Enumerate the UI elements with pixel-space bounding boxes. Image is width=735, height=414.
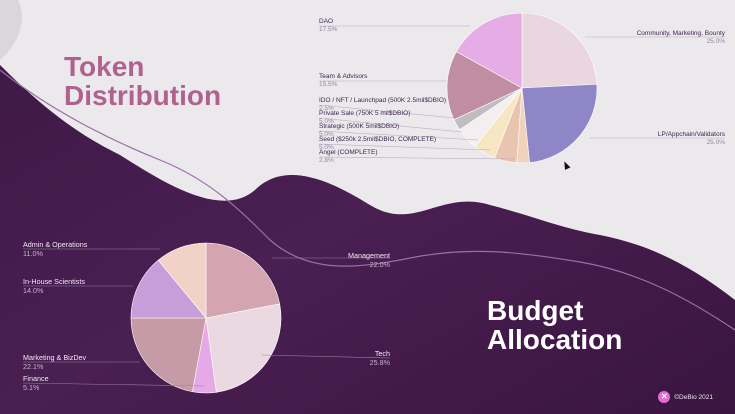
label-leader-lines [22,25,725,387]
leader-line [318,130,479,141]
slice-percent: 17.5% [319,26,338,33]
leader-line [318,156,516,160]
wave-line [0,69,735,331]
leader-line [318,143,491,151]
title-line: Budget [487,295,584,326]
footer-copyright: ©DeBio 2021 [674,393,713,401]
label-team-advisors: Team & Advisors 15.5% [319,73,367,89]
slice-name: Finance [23,374,49,383]
slice-percent: 25.8% [369,358,390,367]
slice-name: Marketing & BizDev [23,353,87,362]
slice-name: Strategic (500K 5mil$DBIO) [319,123,400,130]
slice-percent: 5.0% [319,118,334,125]
label-strategic: Strategic (500K 5mil$DBIO) 5.0% [319,123,399,139]
leader-line [22,382,205,387]
leader-line [261,354,391,359]
slice-name: Angel (COMPLETE) [319,149,378,156]
label-in-house-scientists: In-House Scientists 14.0% [23,277,85,295]
footer-branding: ✕ ©DeBio 2021 [658,391,713,403]
label-management: Management 22.0% [348,251,390,269]
token-distribution-title: Token Distribution [64,52,221,110]
budget-allocation-pie [130,242,282,394]
slice-name: Admin & Operations [23,240,88,249]
title-line: Allocation [487,324,623,355]
pie-slice-team-advisors [446,51,523,121]
slice-percent: 5.0% [319,131,334,138]
pie-slice-in-house-scientists [130,259,207,319]
leader-line [318,104,456,119]
label-lp-appchain: LP/Appchain/Validators 25.0% [658,131,725,147]
slice-percent: 2.5% [319,105,334,112]
slice-name: LP/Appchain/Validators [657,131,725,138]
pie-slice-admin-operations [157,242,207,319]
budget-allocation-title: Budget Allocation [487,296,622,354]
slice-percent: 14.0% [23,286,44,295]
label-ido: IDO / NFT / Launchpad (500K 2.5mil$DBIO)… [319,97,446,113]
slice-percent: 15.5% [319,81,338,88]
leader-line [318,117,463,133]
pie-slice-management [205,242,281,319]
slice-percent: 5.1% [23,383,40,392]
title-line: Token [64,51,145,82]
label-marketing-bizdev: Marketing & BizDev 22.1% [23,353,86,371]
slice-name: Seed ($250k 2.5mil$DBIO, COMPLETE) [319,136,437,143]
label-tech: Tech 25.8% [370,349,390,367]
label-finance: Finance 5.1% [23,374,49,392]
label-seed: Seed ($250k 2.5mil$DBIO, COMPLETE) 5.0% [319,136,436,152]
pie-slice-tech [205,303,282,393]
slice-name: Private Sale (750K 5 mil$DBIO) [319,110,411,117]
slice-percent: 11.0% [23,249,43,258]
token-distribution-pie [446,12,598,164]
pie-slice-community-marketing-bounty [521,12,598,89]
slice-name: Team & Advisors [319,73,368,80]
corner-shade [0,0,22,60]
slice-name: Management [348,251,390,260]
slice-name: In-House Scientists [23,277,85,286]
slice-name: Tech [374,349,390,358]
slice-percent: 25.0% [706,38,725,45]
slice-name: Community, Marketing, Bounty [636,30,725,37]
label-angel: Angel (COMPLETE) 2.8% [319,149,378,165]
slice-percent: 22.1% [23,362,44,371]
slice-percent: 5.0% [319,144,334,151]
label-admin-operations: Admin & Operations 11.0% [23,240,87,258]
label-community: Community, Marketing, Bounty 25.0% [637,30,725,46]
pie-slice-lp-appchain-validators [521,83,598,163]
slice-percent: 2.8% [319,157,334,164]
slice-percent: 22.0% [369,260,390,269]
pie-slice-dao [456,12,523,89]
title-line: Distribution [64,80,222,111]
label-dao: DAO 17.5% [319,18,337,34]
slice-name: DAO [319,18,334,25]
slice-name: IDO / NFT / Launchpad (500K 2.5mil$DBIO) [319,97,447,104]
slice-percent: 25.0% [706,139,725,146]
pie-slice-marketing-bizdev [130,317,207,393]
debio-x-icon: ✕ [658,391,671,403]
label-private-sale: Private Sale (750K 5 mil$DBIO) 5.0% [319,110,410,126]
